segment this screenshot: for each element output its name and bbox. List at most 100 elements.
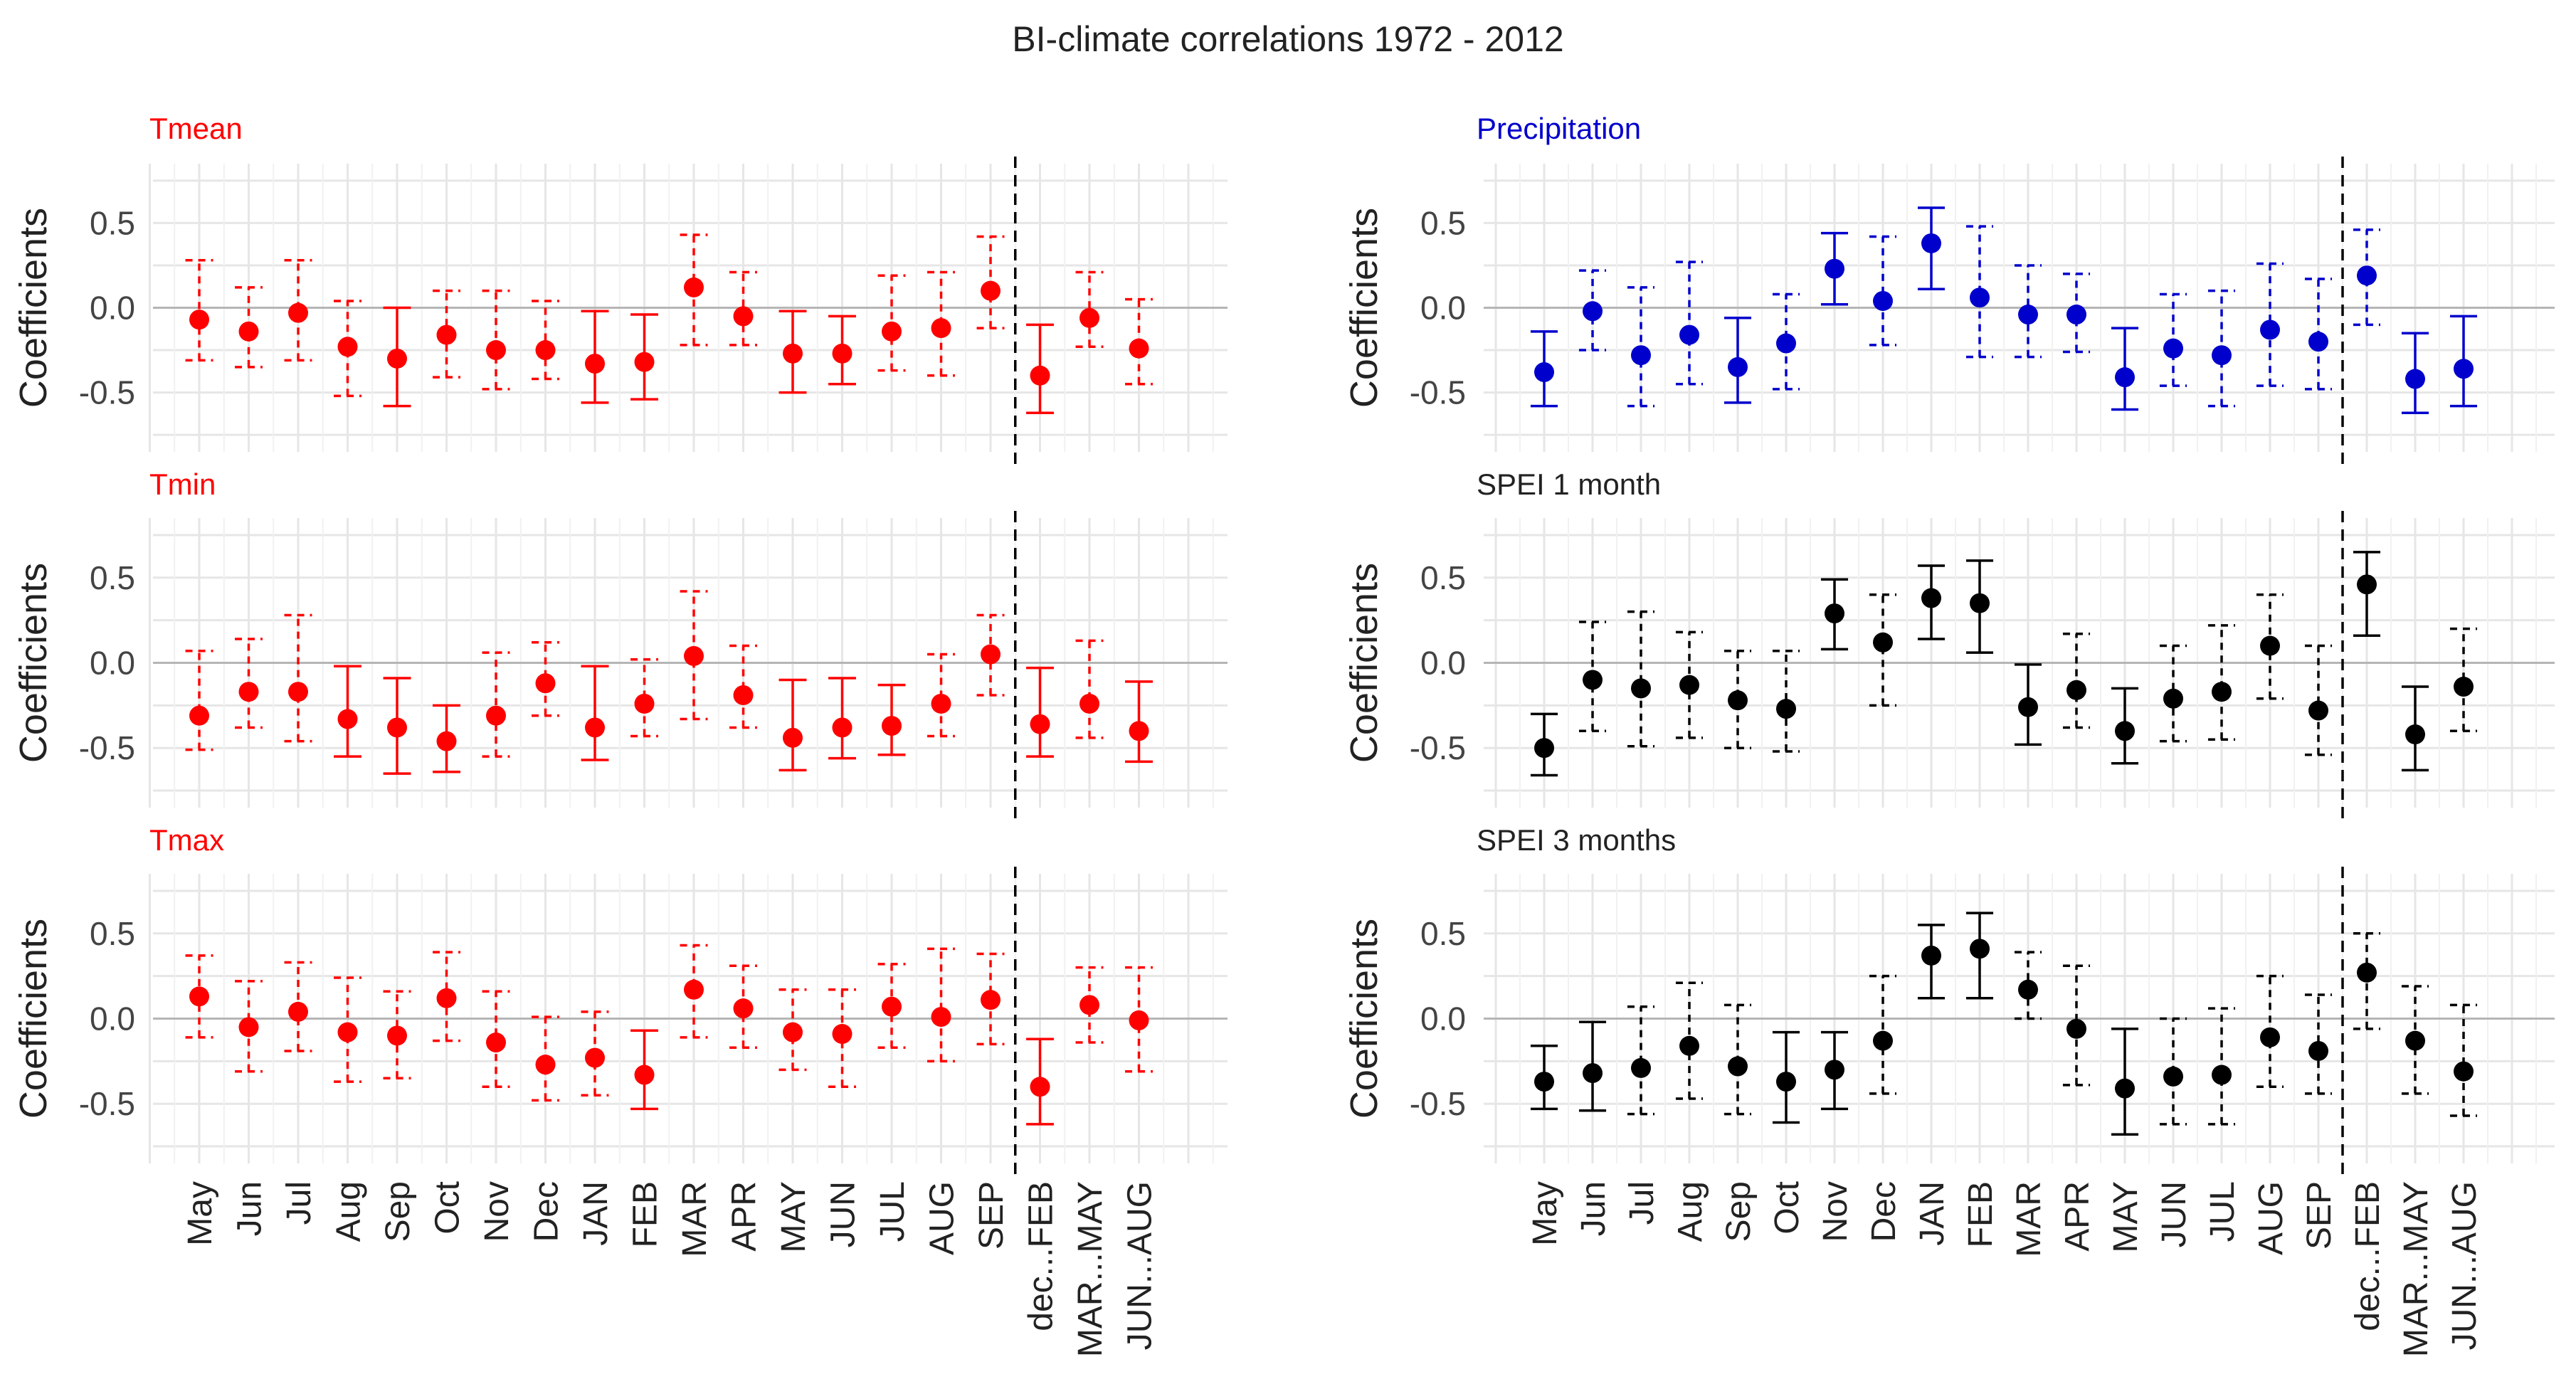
- x-tick-label: FEB: [627, 1181, 665, 1247]
- data-point: [1129, 721, 1149, 741]
- x-tick-label: JAN: [577, 1181, 615, 1246]
- errorbar-17: [2353, 551, 2381, 637]
- errorbar-17: [1026, 666, 1054, 758]
- data-point: [2115, 1078, 2135, 1099]
- data-point: [2115, 721, 2135, 741]
- x-tick-label: JUN...AUG: [1121, 1181, 1159, 1350]
- x-tick-label: SEP: [2301, 1181, 2338, 1250]
- data-point: [486, 705, 506, 726]
- data-point: [2357, 265, 2377, 286]
- errorbar-17: [1026, 1037, 1054, 1126]
- errorbar-12: [778, 988, 807, 1072]
- data-point: [2454, 677, 2474, 697]
- errorbar-19: [1125, 680, 1153, 764]
- data-point: [2018, 697, 2038, 717]
- errorbar-6: [482, 651, 510, 758]
- y-axis-label: Coefficients: [12, 919, 55, 1119]
- errorbar-18: [2401, 332, 2429, 414]
- data-point: [1534, 362, 1554, 383]
- data-point: [1921, 945, 1941, 966]
- data-point: [634, 1065, 655, 1085]
- errorbar-5: [433, 704, 460, 773]
- y-tick-label: -0.5: [1410, 1085, 1466, 1122]
- data-point: [1728, 356, 1748, 377]
- x-tick-label: Aug: [1672, 1181, 1709, 1242]
- panel-tmean: Tmean Coefficients 0.5 0.0 -0.5: [12, 112, 1228, 466]
- errorbar-4: [383, 306, 411, 408]
- errorbar-2: [1627, 286, 1655, 408]
- data-point: [585, 1047, 605, 1068]
- errorbar-14: [2207, 289, 2236, 408]
- y-tick-label: -0.5: [1410, 729, 1466, 766]
- errorbar-11: [2062, 633, 2091, 729]
- data-point: [1776, 333, 1796, 354]
- data-point: [684, 979, 704, 1000]
- data-marks: [1530, 206, 2478, 414]
- errorbar-7: [532, 641, 559, 717]
- x-tick-label: AUG: [2252, 1181, 2290, 1255]
- errorbar-13: [828, 315, 856, 386]
- y-axis-label: Coefficients: [12, 563, 55, 763]
- y-axis-label: Coefficients: [12, 208, 55, 408]
- data-point: [189, 310, 209, 330]
- errorbar-4: [1724, 317, 1752, 404]
- x-tick-label: Sep: [379, 1181, 417, 1242]
- x-tick-label: SEP: [973, 1181, 1010, 1250]
- y-tick-label: 0.5: [90, 915, 135, 952]
- errorbar-2: [284, 259, 312, 362]
- y-axis-label: Coefficients: [1343, 208, 1385, 408]
- data-point: [1776, 699, 1796, 719]
- data-point: [882, 996, 902, 1017]
- data-point: [783, 343, 803, 364]
- data-point: [981, 644, 1001, 665]
- data-point: [486, 340, 506, 361]
- data-point: [2357, 574, 2377, 595]
- errorbar-0: [185, 954, 213, 1039]
- x-tick-label: Jun: [1575, 1181, 1612, 1236]
- errorbar-13: [2159, 1017, 2187, 1126]
- data-point: [2454, 1061, 2474, 1082]
- errorbar-2: [284, 613, 312, 743]
- data-point: [2260, 635, 2280, 656]
- x-tick-label: JUN: [825, 1181, 862, 1247]
- data-point: [436, 324, 457, 345]
- data-point: [288, 1001, 308, 1022]
- data-point: [1776, 1072, 1796, 1092]
- errorbar-16: [2304, 644, 2333, 756]
- x-tick-label: JUN...AUG: [2446, 1181, 2483, 1350]
- data-marks: [185, 590, 1153, 775]
- x-tick-label: May: [181, 1181, 219, 1246]
- data-point: [1728, 690, 1748, 711]
- errorbar-0: [185, 649, 213, 751]
- data-marks: [185, 944, 1153, 1126]
- x-tick-label: JUL: [874, 1181, 912, 1242]
- data-point: [387, 717, 407, 738]
- errorbar-13: [828, 677, 856, 760]
- errorbar-11: [2062, 964, 2091, 1087]
- errorbar-6: [1820, 578, 1849, 651]
- errorbar-11: [729, 270, 757, 347]
- errorbar-9: [1965, 559, 1994, 654]
- y-tick-label: 0.0: [1420, 1000, 1466, 1037]
- data-point: [2308, 1040, 2328, 1061]
- errorbar-19: [2449, 627, 2478, 733]
- errorbar-1: [1578, 1020, 1607, 1112]
- panel-title: Tmax: [149, 823, 224, 857]
- errorbar-14: [2207, 624, 2236, 741]
- errorbar-18: [1075, 966, 1104, 1044]
- errorbar-19: [2449, 1003, 2478, 1117]
- x-tick-label: JUN: [2155, 1181, 2193, 1247]
- data-point: [1873, 1030, 1893, 1051]
- data-point: [1080, 995, 1099, 1015]
- x-tick-label: MAR...MAY: [2397, 1181, 2435, 1357]
- data-point: [1129, 1010, 1149, 1030]
- data-point: [2163, 688, 2183, 709]
- x-tick-label: MAR: [2010, 1181, 2048, 1257]
- x-tick-label: Jun: [231, 1181, 269, 1236]
- y-axis-label: Coefficients: [1343, 563, 1385, 763]
- errorbar-4: [1724, 1003, 1752, 1116]
- errorbar-8: [1917, 206, 1946, 291]
- data-point: [2018, 305, 2038, 325]
